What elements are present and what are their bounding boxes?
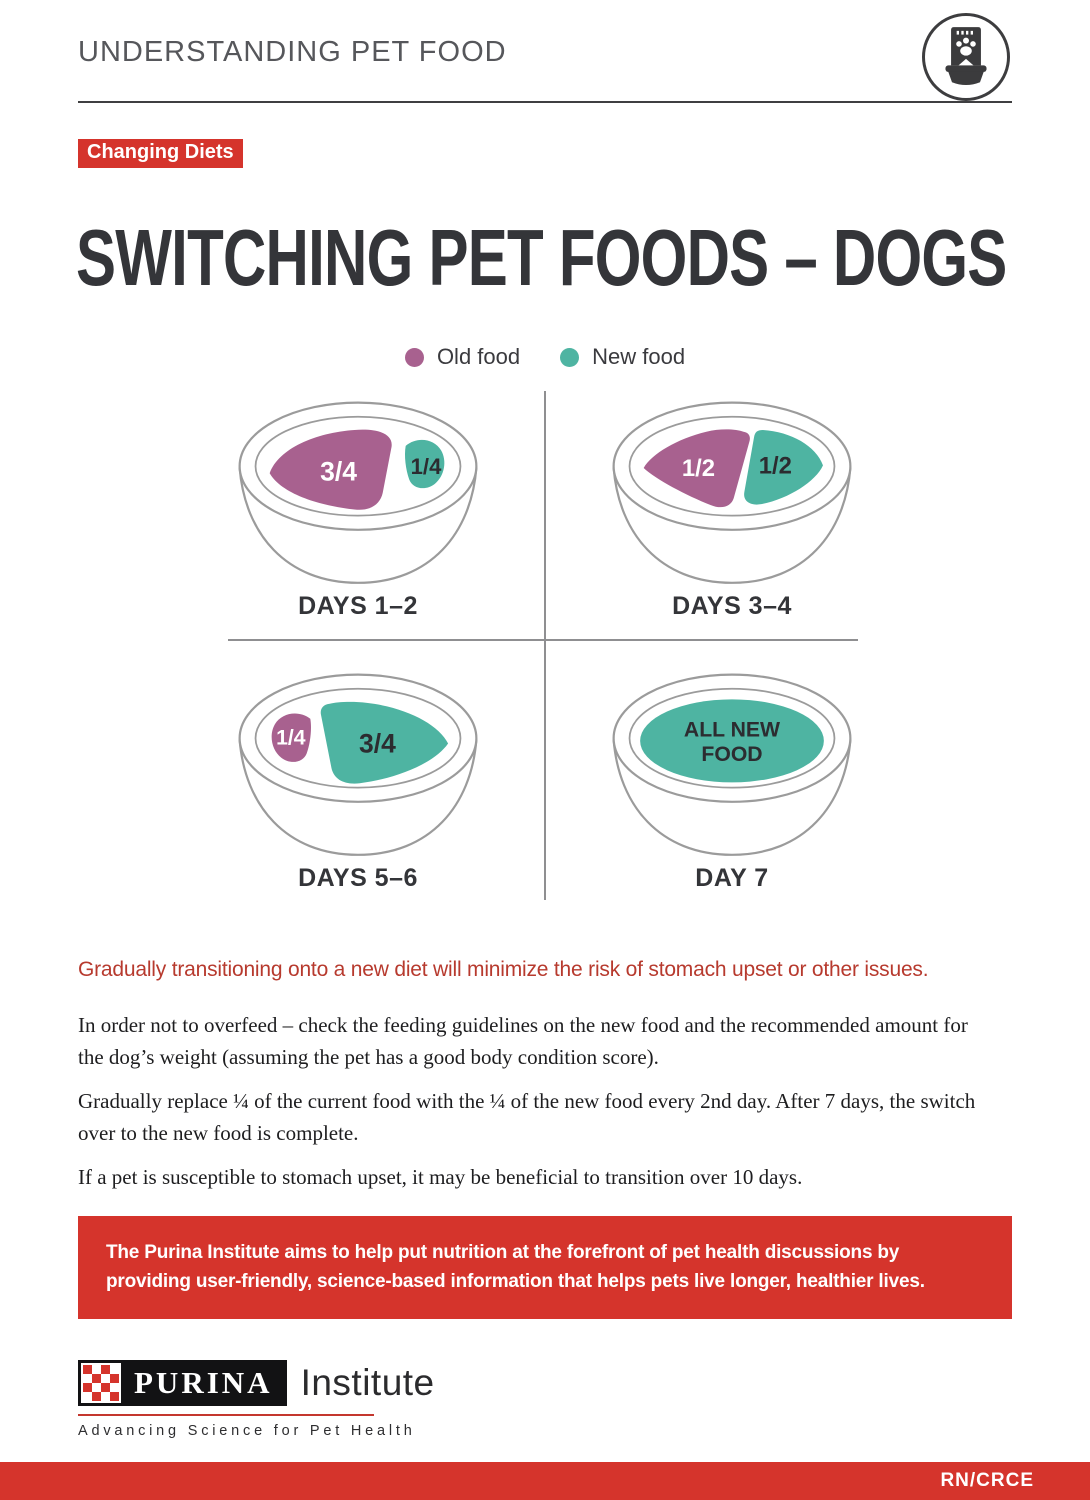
paragraph-replace: Gradually replace ¼ of the current food … [78,1089,976,1145]
old-food-swatch [404,347,424,367]
old-fraction-label: 1/4 [276,726,306,749]
pet-food-bag-bowl-icon [922,13,1010,101]
highlight-sentence: Gradually transitioning onto a new diet … [78,958,929,981]
old-fraction-label: 1/2 [682,455,715,482]
legend-item-new-food: New food [560,344,685,370]
bowl-days-5-6: 1/4 3/4 DAYS 5–6 [208,664,508,904]
grid-divider-vertical [544,391,546,900]
bowl-caption: DAYS 5–6 [298,864,418,892]
bowl-graphic-day-7: ALL NEW FOOD [612,673,852,856]
page-header-title: UNDERSTANDING PET FOOD [78,36,507,68]
old-food-label: Old food [436,344,521,369]
bowl-graphic-days-5-6: 1/4 3/4 [238,673,478,856]
pet-food-icon-graphic [945,27,987,85]
new-food-swatch [560,347,580,367]
bowl-days-3-4: 1/2 1/2 DAYS 3–4 [582,392,882,632]
new-fraction-label: 1/4 [411,454,442,479]
body-text: In order not to overfeed – check the fee… [78,1010,984,1207]
purina-institute-banner: The Purina Institute aims to help put nu… [78,1216,1012,1319]
logo-tagline: Advancing Science for Pet Health [78,1423,416,1439]
new-fraction-label: 3/4 [359,728,396,758]
institute-wordmark: Institute [300,1362,435,1403]
page-title: SWITCHING PET FOODS – DOGS [76,213,1007,302]
logo-row: PURINA Institute [78,1360,435,1406]
legend-item-old-food: Old food [404,344,521,370]
logo-underline [78,1414,374,1416]
grid-divider-horizontal [228,639,858,641]
purina-checkerboard-icon [81,1363,121,1403]
bowl-caption: DAY 7 [695,864,769,892]
purina-wordmark-box: PURINA [78,1360,287,1406]
old-fraction-label: 3/4 [320,456,357,486]
paragraph-overfeed: In order not to overfeed – check the fee… [78,1013,968,1069]
new-food-label: New food [592,344,686,369]
bowl-days-1-2: 3/4 1/4 DAYS 1–2 [208,392,508,632]
purina-wordmark: PURINA [134,1365,273,1400]
footer-code: RN/CRCE [940,1470,1034,1491]
section-badge: Changing Diets [78,139,243,168]
paragraph-susceptible: If a pet is susceptible to stomach upset… [78,1165,803,1189]
all-new-food-line2: FOOD [701,743,762,766]
bowl-graphic-days-3-4: 1/2 1/2 [612,401,852,584]
purina-institute-logo: PURINA Institute Advancing Science for P… [78,1360,435,1439]
header-divider [78,101,1012,103]
bowl-caption: DAYS 1–2 [298,592,418,620]
bowl-day-7: ALL NEW FOOD DAY 7 [582,664,882,904]
legend: Old food New food [0,344,1090,370]
bowl-caption: DAYS 3–4 [672,592,792,620]
footer-bar: RN/CRCE [0,1462,1090,1500]
new-fraction-label: 1/2 [759,452,792,479]
bowl-graphic-days-1-2: 3/4 1/4 [238,401,478,584]
all-new-food-line1: ALL NEW [684,718,780,741]
